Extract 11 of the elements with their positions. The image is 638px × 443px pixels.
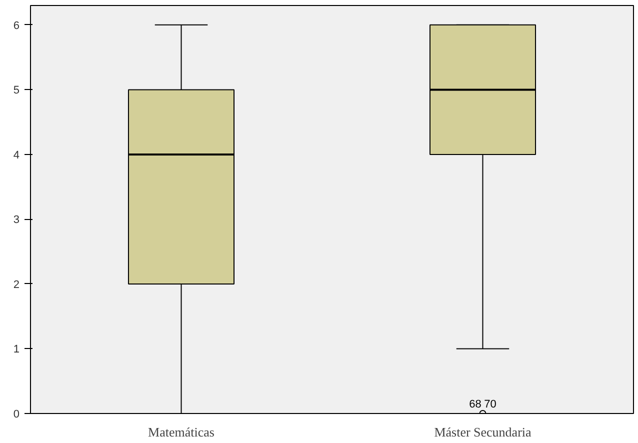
y-tick-label: 0 [13,408,20,420]
y-tick-label: 1 [13,344,20,356]
y-tick-label: 4 [13,149,20,162]
y-tick-label: 5 [13,84,20,97]
x-tick-label: Matemáticas [148,424,214,440]
annotation: 70 [484,398,496,410]
y-tick-label: 3 [13,214,20,226]
y-tick-label: 6 [13,20,20,32]
y-tick-label: 2 [13,278,20,291]
x-tick-label: Máster Secundaria [434,424,532,440]
annotation: 68 [469,398,482,410]
